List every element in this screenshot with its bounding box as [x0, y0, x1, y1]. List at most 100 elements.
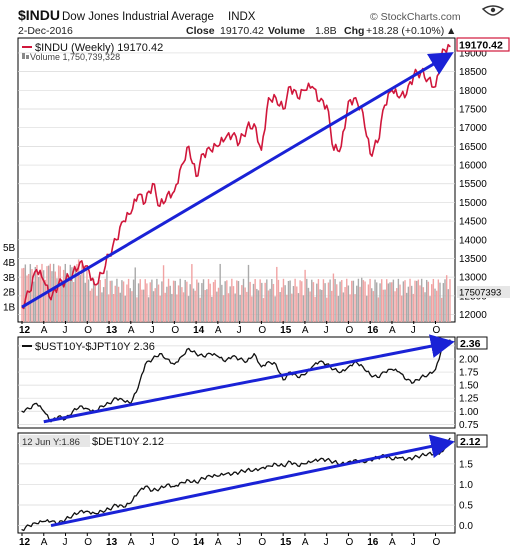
volume-bar	[61, 280, 63, 322]
det10y-point	[246, 469, 248, 471]
det10y-point	[289, 461, 292, 463]
volume-bar	[202, 279, 205, 322]
close-label: Close	[186, 25, 215, 37]
volume-bar	[244, 287, 246, 322]
spread-tick-label: 0.75	[459, 420, 479, 431]
volume-bar	[434, 288, 436, 322]
det10y-point	[151, 490, 154, 492]
volume-bar	[219, 263, 221, 322]
volume-bar	[306, 278, 308, 322]
volume-bar	[331, 290, 333, 322]
price-point	[210, 149, 212, 151]
price-point	[347, 100, 350, 103]
spread-point	[79, 405, 81, 407]
price-tick-label: 16000	[459, 161, 487, 172]
det10y-point	[108, 508, 110, 510]
price-x-tick-label: A	[215, 325, 222, 336]
volume-axis: 1B 2B 3B 4B 5B	[3, 243, 16, 314]
volume-bar	[174, 280, 176, 322]
spread-point	[35, 402, 38, 405]
det10y-x-tick-label: J	[324, 537, 329, 548]
volume-bar	[181, 287, 183, 322]
price-tick-label: 14500	[459, 217, 487, 228]
price-x-tick-label: J	[324, 325, 329, 336]
price-point	[202, 153, 204, 155]
spread-legend: $UST10Y-$JPT10Y 2.36	[22, 341, 155, 353]
spread-tick-label: 1.75	[459, 368, 479, 379]
volume-bar	[296, 286, 298, 322]
volume-bar	[314, 296, 316, 322]
volume-bar	[231, 278, 233, 322]
det10y-info-label: 12 Jun Y:1.86	[22, 437, 80, 448]
volume-bar	[69, 264, 71, 322]
volume-bar	[162, 265, 165, 322]
det10y-tick-label: 0.5	[459, 501, 473, 512]
det10y-point	[268, 465, 270, 467]
spread-point	[231, 355, 233, 357]
volume-bar	[367, 284, 370, 322]
spread-line	[21, 339, 451, 423]
volume-bars	[21, 259, 451, 322]
chg-up-arrow: ▲	[446, 25, 456, 37]
volume-bar	[197, 282, 200, 322]
price-point	[405, 93, 408, 95]
det10y-x-tick-label: A	[302, 537, 309, 548]
spread-point	[108, 402, 110, 405]
volume-bar	[74, 268, 76, 322]
price-point	[362, 112, 364, 114]
price-point	[93, 284, 96, 286]
price-tick-label: 18500	[459, 67, 487, 78]
price-point	[304, 89, 306, 91]
eye-icon[interactable]	[481, 5, 505, 16]
det10y-point	[405, 459, 408, 461]
volume-tick-label: 4B	[3, 258, 16, 269]
volume-bar	[401, 295, 403, 322]
volume-bar	[286, 294, 288, 322]
volume-bar	[152, 291, 155, 322]
volume-bar	[179, 278, 181, 322]
price-point	[297, 97, 299, 99]
det10y-point	[101, 510, 103, 512]
det10y-point	[86, 510, 88, 512]
volume-tick-label: 1B	[3, 303, 16, 314]
price-x-tick-label: A	[302, 325, 309, 336]
price-x-tick-label: A	[41, 325, 48, 336]
volume-bar	[386, 279, 388, 322]
price-x-tick-label: 13	[106, 325, 118, 336]
volume-bar	[396, 288, 398, 322]
volume-bar	[99, 279, 101, 322]
volume-bar	[432, 278, 435, 322]
volume-bar	[54, 271, 57, 322]
volume-bar	[346, 278, 348, 322]
volume-bar	[186, 281, 188, 322]
det10y-x-tick-label: J	[150, 537, 155, 548]
volume-bar	[157, 284, 160, 322]
volume-bar	[221, 284, 223, 322]
det10y-x-tick-label: J	[63, 537, 68, 548]
volume-bar	[94, 284, 96, 322]
det10y-point	[79, 510, 81, 512]
price-point	[434, 85, 437, 88]
spread-point	[405, 379, 408, 381]
volume-bar	[62, 269, 65, 322]
volume-bar	[141, 289, 143, 322]
volume-bar	[284, 285, 286, 322]
price-point	[384, 104, 386, 106]
det10y-y-axis: 0.00.51.01.52.0	[459, 439, 473, 532]
det10y-x-tick-label: 16	[367, 537, 379, 548]
price-x-tick-label: O	[84, 325, 92, 336]
price-x-tick-label: 16	[367, 325, 379, 336]
volume-bar	[116, 278, 118, 322]
volume-bar	[289, 280, 291, 322]
volume-bar	[391, 282, 393, 322]
volume-label: Volume	[268, 25, 305, 37]
volume-bar	[341, 280, 343, 322]
volume-bar	[402, 281, 405, 322]
volume-bar	[249, 281, 251, 322]
det10y-point	[326, 459, 328, 461]
volume-bar	[407, 286, 410, 322]
price-point	[289, 85, 292, 88]
spread-point	[180, 355, 183, 357]
volume-bar	[324, 283, 326, 322]
volume-bar	[156, 278, 158, 322]
